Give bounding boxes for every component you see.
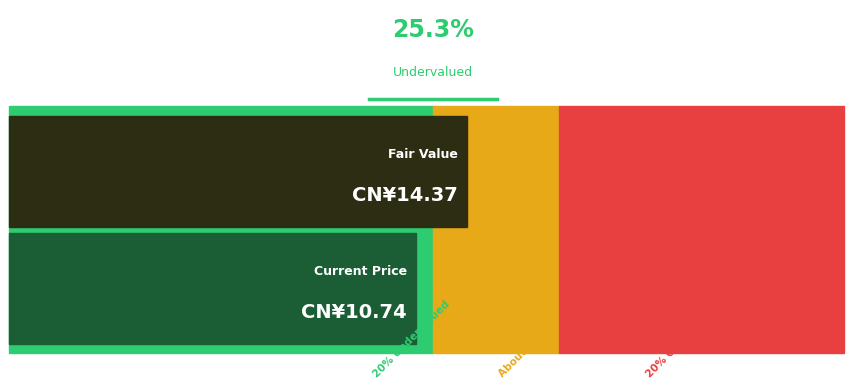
Text: CN¥14.37: CN¥14.37: [352, 187, 458, 206]
Text: CN¥10.74: CN¥10.74: [301, 303, 406, 322]
Text: Current Price: Current Price: [314, 265, 406, 278]
Bar: [558, 106, 843, 353]
Bar: [9, 116, 466, 227]
Bar: [9, 106, 433, 353]
Bar: [9, 233, 415, 344]
Text: Undervalued: Undervalued: [393, 66, 473, 79]
Text: 20% Overvalued: 20% Overvalued: [643, 305, 718, 380]
Text: Fair Value: Fair Value: [388, 148, 458, 161]
Text: 25.3%: 25.3%: [392, 18, 474, 43]
Bar: [433, 106, 558, 353]
Text: About Right: About Right: [497, 323, 554, 380]
Text: 20% Undervalued: 20% Undervalued: [371, 299, 451, 380]
